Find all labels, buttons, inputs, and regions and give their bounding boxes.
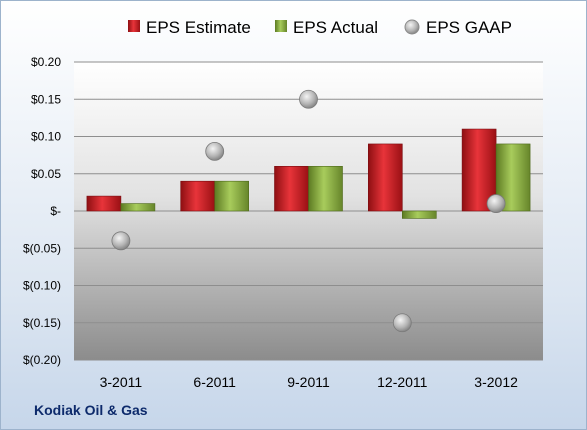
legend-label-actual: EPS Actual	[293, 18, 378, 37]
gaap-point-3-2011	[111, 231, 131, 251]
estimate-bar-12-2011	[367, 143, 403, 212]
legend-swatch-estimate	[128, 20, 140, 32]
estimate-bar-3-2011	[86, 195, 122, 212]
estimate-bar-6-2011	[180, 180, 215, 212]
x-axis-category-labels: 3-2011 6-2011 9-2011 12-2011 3-2012	[100, 374, 518, 390]
y-tick-label: $(0.20)	[23, 353, 61, 367]
bars	[86, 128, 531, 219]
y-tick-label: $0.20	[31, 55, 61, 69]
gaap-point-3-2012	[486, 194, 506, 213]
gaap-points	[111, 89, 506, 333]
legend-marker-gaap	[404, 19, 420, 35]
y-tick-label: $0.05	[31, 167, 61, 181]
company-name: Kodiak Oil & Gas	[34, 402, 148, 418]
x-category-label: 3-2012	[474, 374, 518, 390]
x-category-label: 6-2011	[193, 374, 236, 390]
y-tick-label: $(0.05)	[23, 241, 61, 255]
gaap-point-9-2011	[299, 89, 318, 109]
y-tick-label: $0.15	[31, 92, 61, 106]
y-axis-tick-labels: $0.20 $0.15 $0.10 $0.05 $- $(0.05) $(0.10) $(0.…	[23, 55, 61, 367]
x-category-label: 9-2011	[287, 374, 330, 390]
x-category-label: 12-2011	[377, 374, 428, 390]
y-tick-label: $(0.10)	[23, 279, 61, 293]
legend: EPS Estimate EPS Actual EPS GAAP	[128, 18, 512, 37]
y-tick-label: $-	[50, 204, 61, 218]
x-category-label: 3-2011	[100, 374, 143, 390]
actual-bar-9-2011	[308, 166, 343, 212]
legend-swatch-actual	[275, 20, 287, 32]
estimate-bar-9-2011	[274, 166, 309, 212]
y-tick-label: $0.10	[31, 130, 61, 144]
gaap-point-6-2011	[205, 141, 225, 161]
legend-label-gaap: EPS GAAP	[426, 18, 512, 37]
y-tick-label: $(0.15)	[23, 316, 61, 330]
legend-label-estimate: EPS Estimate	[146, 18, 251, 37]
actual-bar-6-2011	[214, 180, 249, 212]
gaap-point-12-2011	[392, 313, 412, 333]
actual-bar-12-2011	[401, 210, 437, 219]
actual-bar-3-2011	[120, 203, 156, 212]
